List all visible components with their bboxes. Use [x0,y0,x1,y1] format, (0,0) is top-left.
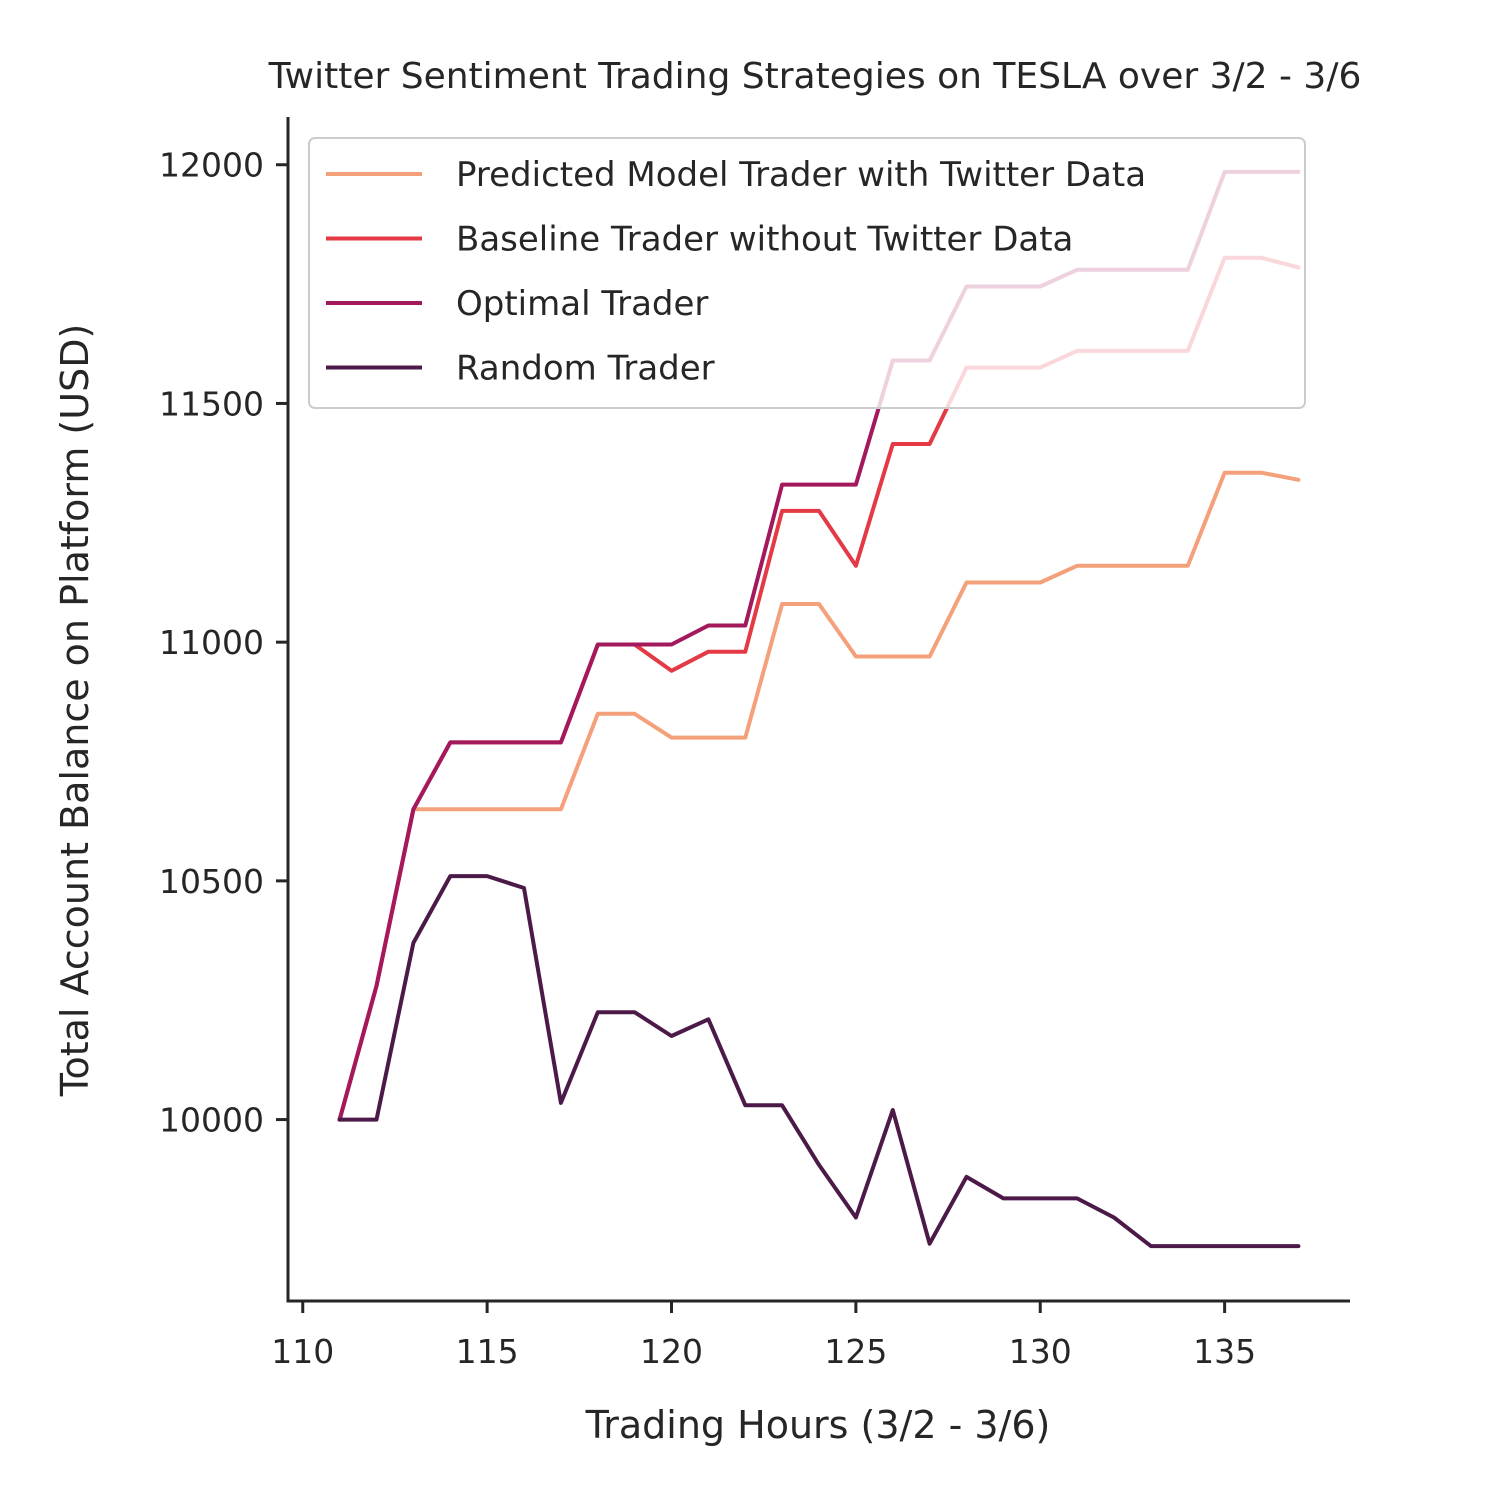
chart-title: Twitter Sentiment Trading Strategies on … [268,56,1362,97]
x-tick-label: 130 [1009,1332,1072,1371]
series-line-predicted-model-trader-with-twitter-data [337,470,1301,1122]
y-tick-label: 12000 [159,146,264,185]
y-tick-label: 10000 [159,1101,264,1140]
x-axis-label: Trading Hours (3/2 - 3/6) [585,1403,1051,1447]
legend-box [308,137,1306,409]
x-tick-label: 115 [456,1332,519,1371]
y-tick-label: 11000 [159,623,264,662]
legend-label-predicted-model-trader-with-twitter-data: Predicted Model Trader with Twitter Data [456,155,1146,195]
legend-label-optimal-trader: Optimal Trader [456,284,708,324]
legend: Predicted Model Trader with Twitter Data… [308,137,1306,409]
x-tick-label: 135 [1193,1332,1256,1371]
legend-label-baseline-trader-without-twitter-data: Baseline Trader without Twitter Data [456,220,1073,260]
axes: 110 115 120 125 130 135 10000 10500 11000 11500 12… [159,117,1350,1371]
y-axis-label: Total Account Balance on Platform (USD) [53,324,97,1098]
legend-label-random-trader: Random Trader [456,349,715,389]
series-line-random-trader [337,874,1301,1249]
y-tick-label: 11500 [159,384,264,423]
x-tick-label: 120 [640,1332,703,1371]
y-tick-label: 10500 [159,862,264,901]
x-tick-label: 125 [824,1332,887,1371]
x-tick-label: 110 [271,1332,334,1371]
